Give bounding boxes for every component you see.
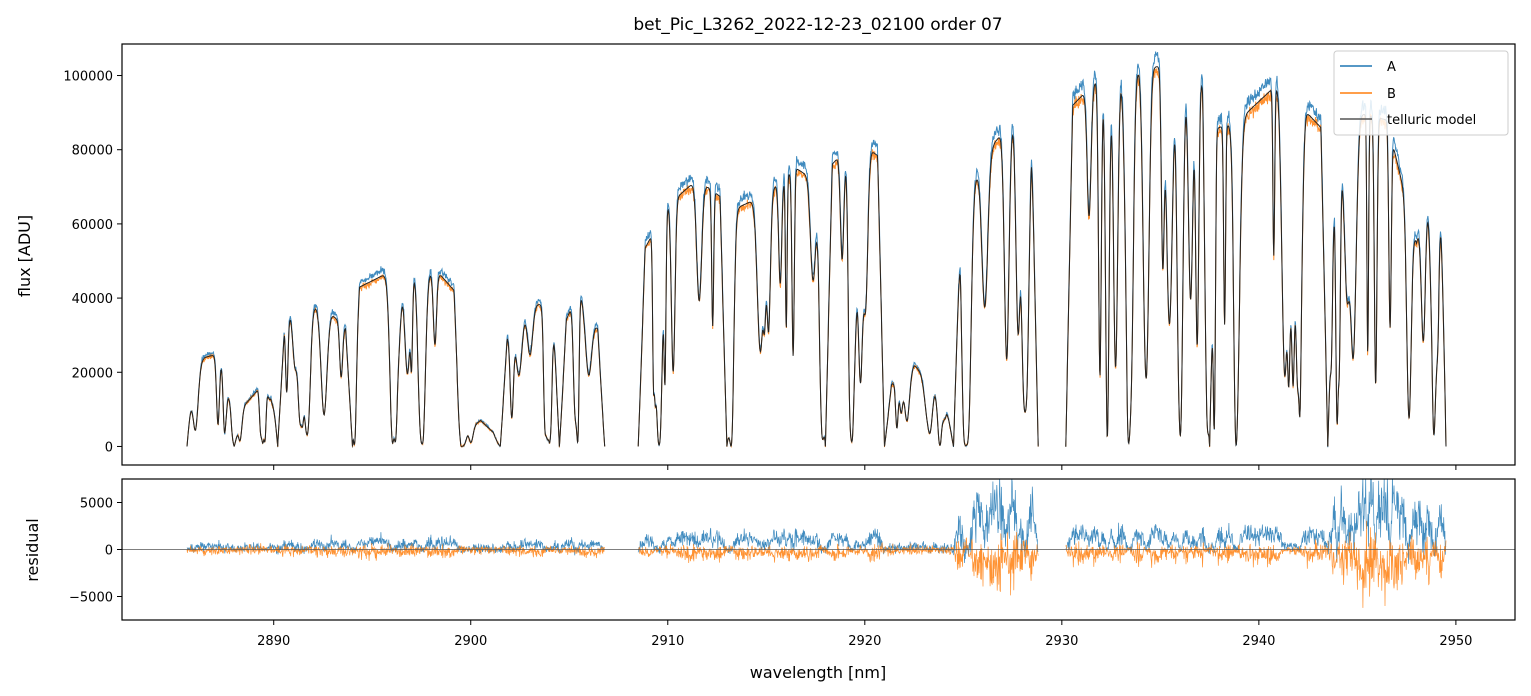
residual-x-tick-label: 2930	[1045, 634, 1078, 649]
residual-a-line	[637, 527, 728, 554]
residual-b-line	[277, 544, 353, 559]
series-a-line	[558, 294, 606, 447]
series-a-line	[824, 139, 885, 447]
residual-a-line	[726, 528, 826, 554]
residual-b-line	[884, 543, 954, 557]
flux-y-tick-label: 80000	[72, 144, 113, 159]
residual-y-tick-label: −5000	[69, 591, 113, 606]
residual-a-line	[1065, 522, 1210, 554]
flux-x-ticks	[273, 465, 1457, 470]
residual-a-line	[559, 537, 605, 556]
telluric-model-line	[499, 304, 560, 447]
series-a-line	[726, 156, 826, 448]
legend-label-telluric: telluric model	[1387, 113, 1476, 128]
flux-y-tick-label: 60000	[72, 218, 113, 233]
series-b-line	[953, 135, 1039, 447]
telluric-model-line	[1209, 89, 1329, 447]
residual-b-line	[559, 545, 605, 559]
residual-x-tick-label: 2900	[454, 634, 487, 649]
residual-y-ticks: −5000 0 5000	[69, 497, 122, 606]
residual-x-tick-label: 2910	[651, 634, 684, 649]
series-a-line	[186, 350, 235, 447]
telluric-model-line	[352, 275, 462, 447]
residual-plot-area	[122, 479, 1515, 608]
telluric-model-line	[558, 299, 606, 447]
legend-label-b: B	[1387, 87, 1396, 102]
series-b-line	[637, 185, 728, 447]
legend-label-a: A	[1387, 60, 1396, 75]
series-b-line	[824, 149, 885, 448]
residual-x-tick-label: 2920	[848, 634, 881, 649]
residual-a-line	[1209, 522, 1329, 554]
residual-y-tick-label: 0	[105, 544, 113, 559]
residual-b-line	[186, 545, 235, 557]
series-a-line	[1209, 75, 1329, 448]
residual-b-line	[1065, 541, 1210, 568]
telluric-model-line	[186, 355, 235, 447]
residual-b-line	[825, 542, 885, 563]
residual-b-line	[726, 544, 826, 563]
residual-y-axis-label: residual	[23, 518, 42, 581]
flux-axes-frame	[121, 43, 1516, 466]
flux-y-axis-label: flux [ADU]	[15, 215, 34, 297]
telluric-model-line	[726, 168, 826, 447]
series-a-line	[953, 123, 1039, 448]
telluric-model-line	[637, 184, 728, 447]
flux-y-tick-label: 0	[105, 440, 113, 455]
series-b-line	[726, 169, 826, 449]
flux-y-tick-label: 20000	[72, 366, 113, 381]
flux-plot-area	[186, 51, 1447, 449]
series-b-line	[460, 419, 501, 448]
series-b-line	[1065, 68, 1211, 448]
residual-a-line	[1327, 479, 1447, 564]
series-a-line	[352, 266, 462, 448]
telluric-model-line	[277, 308, 353, 447]
series-b-line	[884, 364, 954, 448]
legend-box	[1333, 50, 1509, 136]
residual-b-line	[1209, 539, 1329, 569]
telluric-model-line	[1327, 114, 1447, 447]
chart-title: bet_Pic_L3262_2022-12-23_02100 order 07	[633, 15, 1002, 35]
flux-panel: 0 20000 40000 60000 80000 100000 flux [ADU] A…	[15, 43, 1516, 470]
telluric-model-line	[1065, 66, 1211, 447]
residual-y-tick-label: 5000	[80, 497, 113, 512]
residual-b-line	[637, 543, 728, 564]
telluric-model-line	[884, 365, 954, 447]
residual-b-line	[953, 531, 1039, 596]
series-a-line	[460, 418, 501, 448]
flux-y-ticks: 0 20000 40000 60000 80000 100000	[63, 70, 122, 455]
telluric-model-line	[953, 133, 1039, 447]
telluric-model-line	[233, 390, 279, 447]
telluric-model-line	[460, 419, 501, 447]
residual-a-line	[884, 541, 954, 554]
flux-y-tick-label: 40000	[72, 292, 113, 307]
telluric-model-line	[824, 152, 885, 447]
residual-x-tick-label: 2940	[1242, 634, 1275, 649]
x-axis-label: wavelength [nm]	[750, 663, 887, 682]
residual-x-ticks: 2890 2900 2910 2920 2930 2940 2950	[257, 620, 1472, 649]
residual-b-line	[352, 542, 462, 561]
flux-y-tick-label: 100000	[63, 70, 113, 85]
residual-b-line	[499, 545, 560, 558]
residual-x-tick-label: 2950	[1439, 634, 1472, 649]
series-a-line	[1065, 51, 1211, 448]
series-b-line	[352, 273, 462, 448]
residual-a-line	[825, 528, 885, 555]
series-b-line	[1209, 89, 1329, 447]
residual-b-line	[1327, 520, 1447, 608]
residual-x-tick-label: 2890	[257, 634, 290, 649]
legend: A B telluric model	[1333, 50, 1509, 136]
